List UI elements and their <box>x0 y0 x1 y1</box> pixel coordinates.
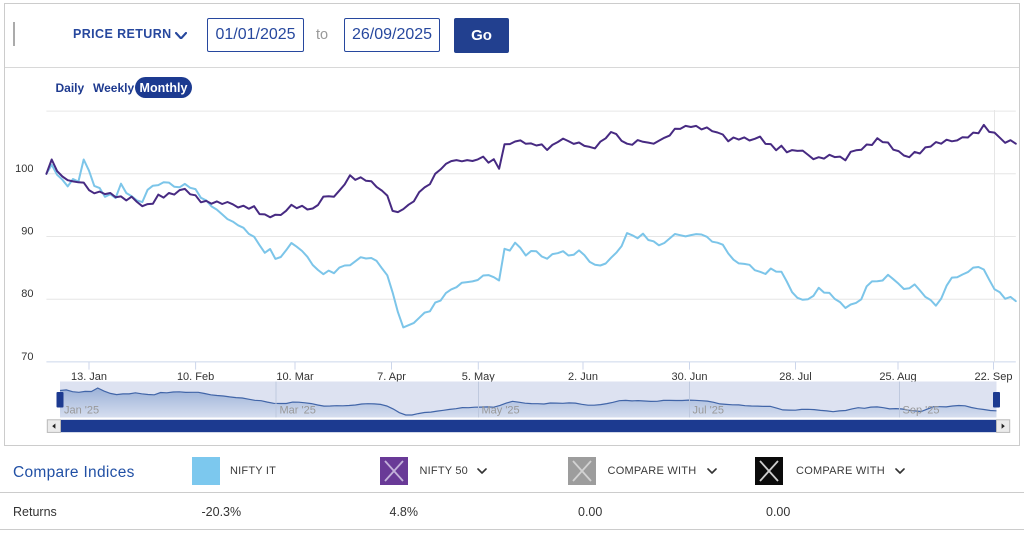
svg-text:10. Feb: 10. Feb <box>177 371 214 383</box>
svg-text:Jul '25: Jul '25 <box>693 405 724 417</box>
svg-text:22. Sep: 22. Sep <box>975 371 1013 383</box>
svg-text:Jan '25: Jan '25 <box>64 405 99 417</box>
svg-text:100: 100 <box>15 163 33 175</box>
svg-text:25. Aug: 25. Aug <box>879 371 916 383</box>
svg-text:28. Jul: 28. Jul <box>779 371 811 383</box>
svg-text:90: 90 <box>21 226 33 238</box>
svg-text:5. May: 5. May <box>462 371 496 383</box>
svg-text:May '25: May '25 <box>482 405 520 417</box>
svg-text:80: 80 <box>21 288 33 300</box>
svg-text:30. Jun: 30. Jun <box>671 371 707 383</box>
svg-text:13. Jan: 13. Jan <box>71 371 107 383</box>
svg-text:7. Apr: 7. Apr <box>377 371 406 383</box>
svg-text:70: 70 <box>21 351 33 363</box>
svg-text:Sep '25: Sep '25 <box>903 405 940 417</box>
svg-text:2. Jun: 2. Jun <box>568 371 598 383</box>
svg-text:10. Mar: 10. Mar <box>276 371 314 383</box>
svg-text:Mar '25: Mar '25 <box>280 405 316 417</box>
